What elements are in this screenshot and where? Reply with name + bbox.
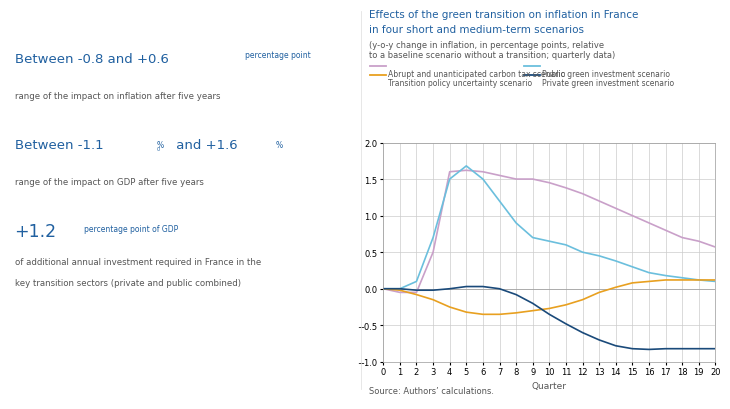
Text: +1.2: +1.2 [15, 223, 57, 241]
Text: Between -0.8 and +0.6: Between -0.8 and +0.6 [15, 53, 169, 66]
Text: Transition policy uncertainty scenario: Transition policy uncertainty scenario [388, 79, 532, 88]
Text: ₀: ₀ [157, 144, 160, 153]
Text: Public green investment scenario: Public green investment scenario [542, 70, 670, 79]
Text: (y-o-y change in inflation, in percentage points, relative
to a baseline scenari: (y-o-y change in inflation, in percentag… [369, 41, 615, 60]
Text: range of the impact on inflation after five years: range of the impact on inflation after f… [15, 92, 220, 101]
Text: Abrupt and unanticipated carbon tax scenario: Abrupt and unanticipated carbon tax scen… [388, 70, 566, 79]
Text: Source: Authors’ calculations.: Source: Authors’ calculations. [369, 387, 493, 396]
Text: %: % [276, 141, 283, 150]
Text: of additional annual investment required in France in the: of additional annual investment required… [15, 258, 261, 267]
Text: key transition sectors (private and public combined): key transition sectors (private and publ… [15, 278, 241, 287]
Text: percentage point: percentage point [245, 51, 310, 60]
X-axis label: Quarter: Quarter [532, 381, 566, 390]
Text: %: % [157, 141, 164, 150]
Text: percentage point of GDP: percentage point of GDP [84, 224, 178, 233]
Text: Between -1.1: Between -1.1 [15, 139, 103, 152]
Text: in four short and medium-term scenarios: in four short and medium-term scenarios [369, 25, 584, 34]
Text: range of the impact on GDP after five years: range of the impact on GDP after five ye… [15, 178, 204, 187]
Text: and +1.6: and +1.6 [172, 139, 237, 152]
Text: Effects of the green transition on inflation in France: Effects of the green transition on infla… [369, 10, 638, 20]
Text: Private green investment scenario: Private green investment scenario [542, 79, 675, 88]
